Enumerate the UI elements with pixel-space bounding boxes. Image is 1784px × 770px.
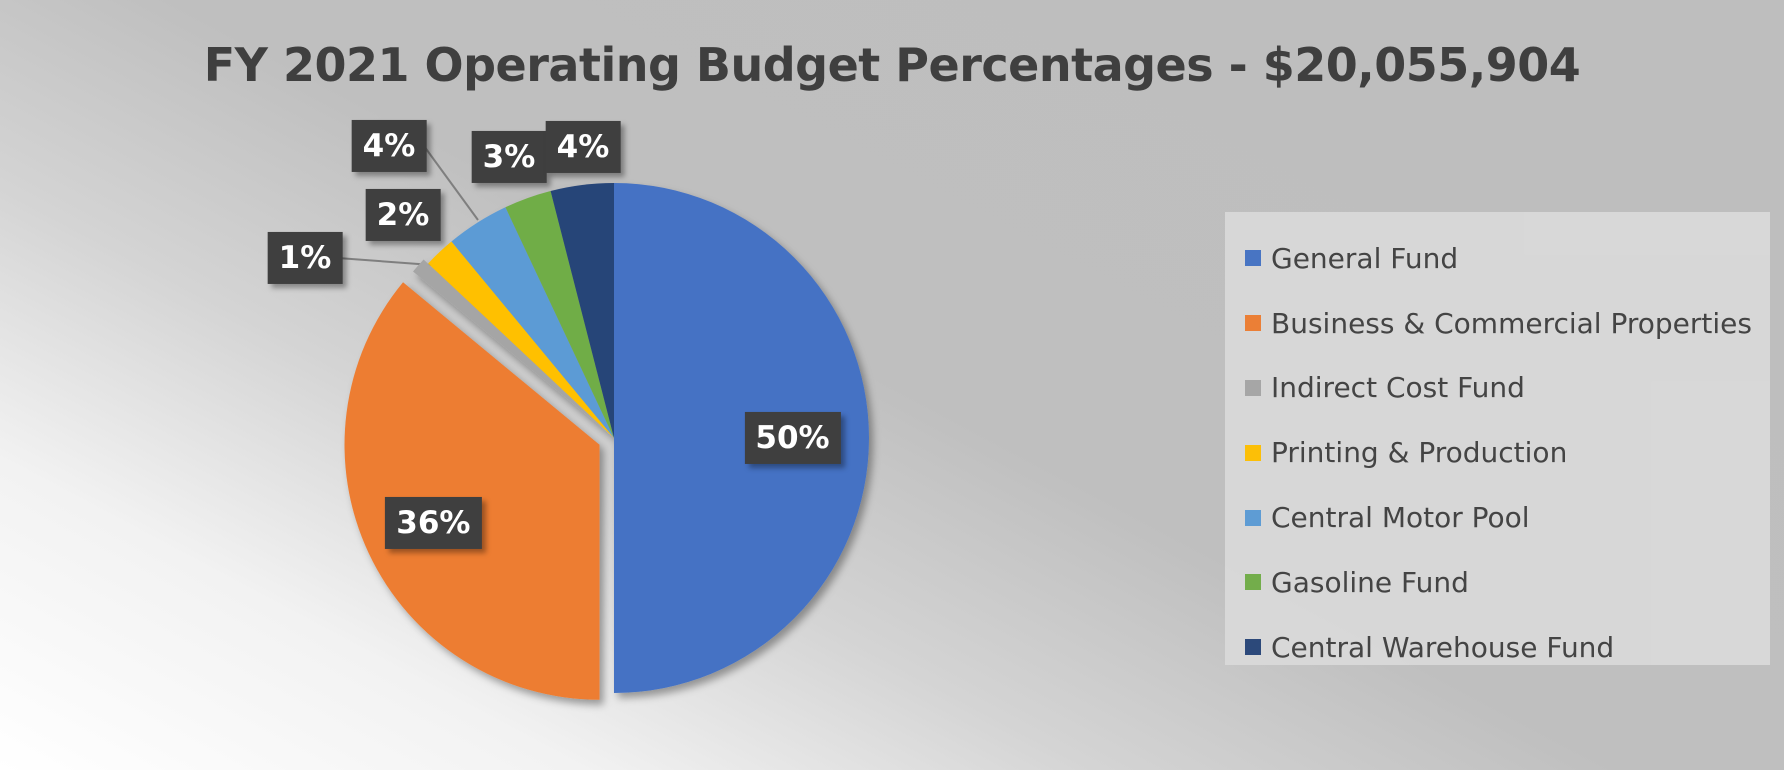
legend-label: Printing & Production [1271,436,1568,470]
legend-item-indirect-cost-fund: Indirect Cost Fund [1245,356,1770,421]
pie-slices [344,183,869,700]
pie-slice-central-warehouse-fund [550,183,614,438]
legend-swatch [1245,315,1261,332]
chart-title: FY 2021 Operating Budget Percentages - $… [203,38,1581,92]
pie-slice-business-and-commercial-properties [344,282,600,700]
leader-line-indirect-cost-fund [337,257,433,266]
legend-swatch [1245,444,1261,461]
data-label-printing-and-production: 2% [365,188,441,242]
leader-line-central-motor-pool [423,145,479,221]
pie-slice-gasoline-fund [505,191,614,438]
legend-swatch [1245,574,1261,591]
legend-swatch [1245,379,1261,396]
leader-lines [337,145,479,266]
legend-label: Central Warehouse Fund [1271,630,1615,664]
legend-label: Indirect Cost Fund [1271,371,1525,405]
data-label-gasoline-fund: 3% [471,130,547,184]
legend-label: Central Motor Pool [1271,501,1530,535]
pie-slice-indirect-cost-fund [413,259,610,435]
data-label-general-fund: 50% [744,411,841,465]
legend-item-central-motor-pool: Central Motor Pool [1245,485,1770,550]
pie-slice-central-motor-pool [451,207,614,438]
legend-swatch [1245,639,1261,656]
data-label-business-and-commercial-properties: 36% [385,496,482,550]
pie-slice-general-fund [614,183,869,693]
data-label-central-warehouse-fund: 4% [545,120,621,174]
data-label-indirect-cost-fund: 1% [267,231,343,285]
pie-slice-printing-and-production [428,241,614,438]
data-label-central-motor-pool: 4% [351,119,427,173]
legend-swatch [1245,250,1261,267]
legend-item-business-and-commercial-properties: Business & Commercial Properties [1245,291,1770,356]
legend-item-central-warehouse-fund: Central Warehouse Fund [1245,615,1770,680]
legend-item-printing-and-production: Printing & Production [1245,420,1770,485]
legend: General Fund Business & Commercial Proper… [1225,212,1770,665]
legend-label: Gasoline Fund [1271,565,1469,599]
legend-item-general-fund: General Fund [1245,226,1770,291]
legend-label: Business & Commercial Properties [1271,306,1752,340]
legend-label: General Fund [1271,241,1459,275]
legend-swatch [1245,509,1261,526]
legend-item-gasoline-fund: Gasoline Fund [1245,550,1770,615]
